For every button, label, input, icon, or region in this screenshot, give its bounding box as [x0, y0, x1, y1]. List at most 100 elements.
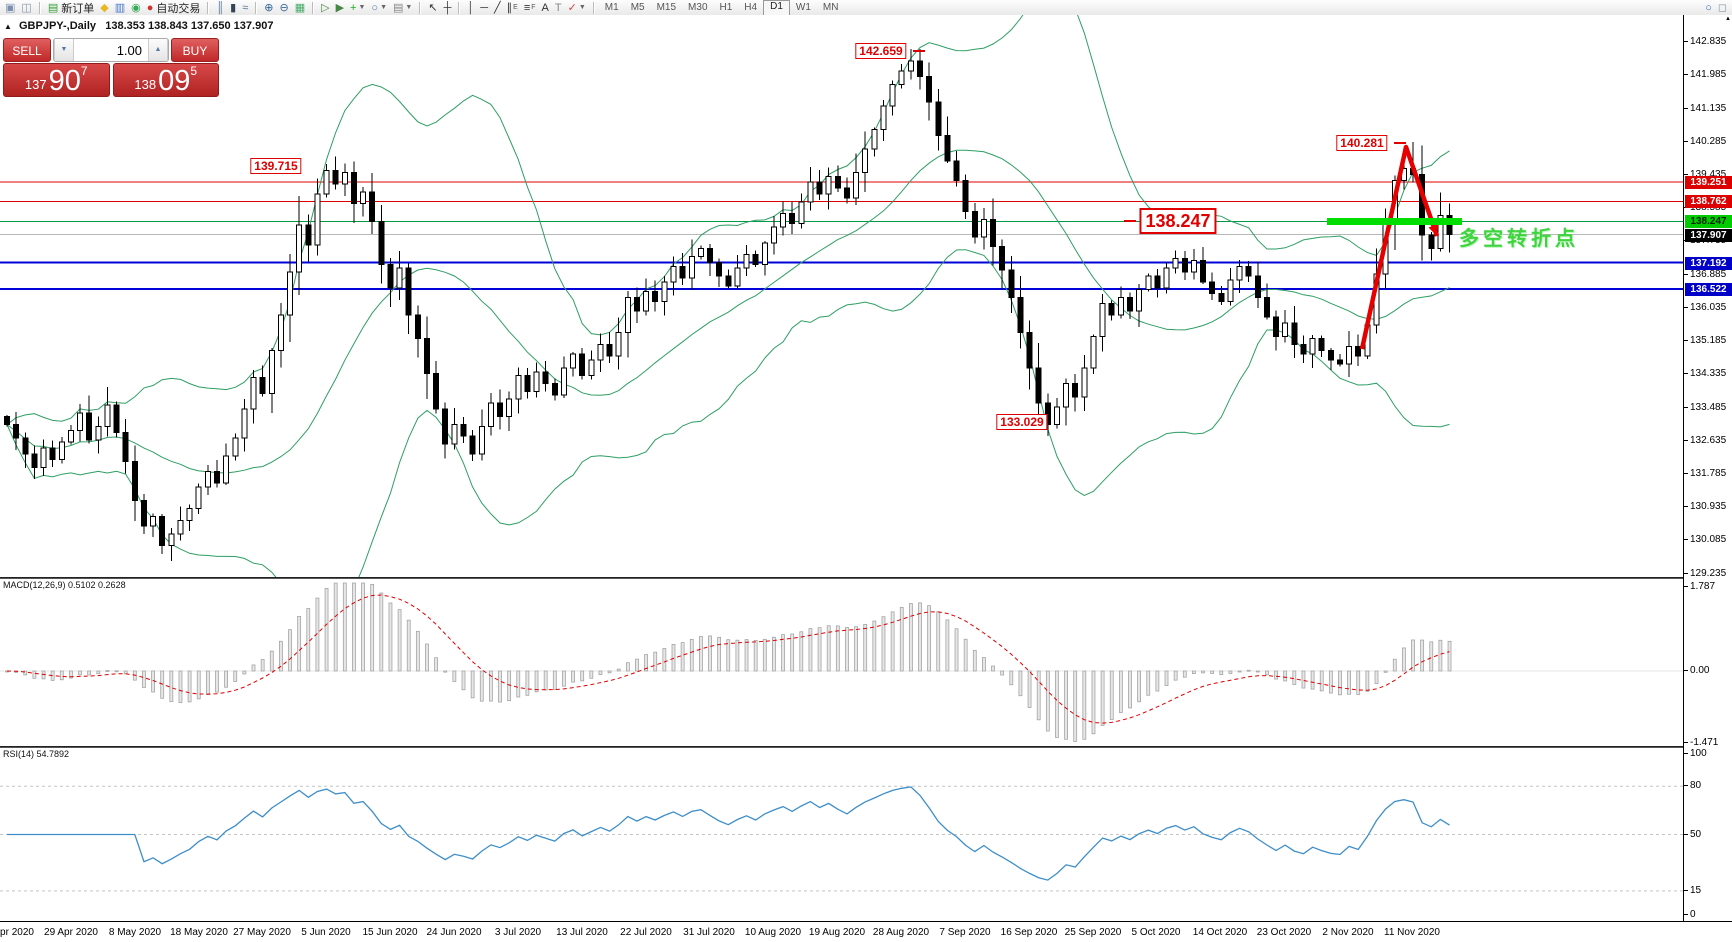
- main-chart[interactable]: [0, 15, 1683, 577]
- timeframe-w1[interactable]: W1: [795, 1, 811, 13]
- auto-scroll-button[interactable]: ▶: [333, 1, 347, 15]
- bar-chart-button[interactable]: ║: [213, 1, 227, 15]
- preview-button[interactable]: ◫: [18, 1, 34, 15]
- signals-button[interactable]: ◉: [128, 1, 144, 15]
- rsi-tick: 15: [1683, 885, 1702, 896]
- highlight-level-bar[interactable]: [1327, 218, 1462, 225]
- text-button[interactable]: A: [539, 1, 552, 15]
- tile-windows-button[interactable]: ▦: [292, 1, 308, 15]
- chevron-down-icon[interactable]: ▼: [405, 4, 413, 11]
- price-level-label: 139.251: [1685, 176, 1732, 189]
- macd-tick: 0.00: [1683, 665, 1710, 676]
- date-label: 5 Oct 2020: [1131, 927, 1181, 938]
- vertical-line-button[interactable]: │: [464, 1, 477, 15]
- templates-icon: ▤: [393, 1, 404, 14]
- search-icon: ○: [1705, 1, 1712, 14]
- price-tick: 134.335: [1683, 368, 1727, 379]
- channel-button[interactable]: ∥ E: [504, 1, 521, 15]
- price-callout[interactable]: 140.281: [1336, 135, 1388, 151]
- sell-price-main: 90: [48, 65, 81, 97]
- volume-down-button[interactable]: ▼: [54, 39, 74, 61]
- zoom-in-button[interactable]: ⊕: [261, 1, 276, 15]
- periods-icon: ○: [371, 1, 379, 14]
- fibonacci-button[interactable]: ≡ F: [521, 1, 539, 15]
- date-label: 3 Jul 2020: [494, 927, 542, 938]
- timeframe-m30[interactable]: M30: [688, 1, 708, 13]
- macd-svg[interactable]: [0, 579, 1683, 746]
- search-button[interactable]: ○: [1702, 1, 1715, 15]
- timeframe-d1[interactable]: D1: [763, 0, 790, 16]
- horizontal-line-button[interactable]: ─: [477, 1, 491, 15]
- toolbar-separator: [255, 1, 258, 14]
- price-callout[interactable]: 138.247: [1139, 208, 1217, 234]
- symbol-header: ▲ GBPJPY-,Daily 138.353 138.843 137.650 …: [4, 20, 273, 32]
- date-axis[interactable]: 20 Apr 2020 29 Apr 2020 8 May 2020 18 May 2…: [0, 921, 1732, 942]
- price-level-label: 137.907: [1685, 229, 1732, 242]
- arrows-button[interactable]: ✓ ▼: [565, 1, 589, 15]
- price-level-label: 138.247: [1685, 215, 1732, 228]
- date-label: 14 Oct 2020: [1192, 927, 1248, 938]
- date-label: 31 Jul 2020: [683, 927, 735, 938]
- date-label: 20 Apr 2020: [0, 927, 34, 938]
- line-chart-button[interactable]: ≈: [239, 1, 251, 15]
- panel-separator[interactable]: [0, 577, 1732, 579]
- price-callout[interactable]: 139.715: [250, 158, 302, 174]
- price-axis[interactable]: ▲ 142.835 141.985 141.135 140.285 139.435 138…: [1683, 15, 1732, 921]
- sell-button[interactable]: SELL: [3, 38, 51, 62]
- window-marker-icon: ▲: [4, 22, 12, 31]
- rsi-panel[interactable]: RSI(14) 54.7892: [0, 748, 1683, 921]
- chart-note-text[interactable]: 多空转折点: [1459, 228, 1579, 250]
- zoom-out-button[interactable]: ⊖: [276, 1, 291, 15]
- sell-price-button[interactable]: 137 90 7: [3, 63, 110, 97]
- templates-button[interactable]: ▤ ▼: [390, 1, 415, 15]
- date-label: 28 Aug 2020: [872, 927, 930, 938]
- price-chart-svg[interactable]: [0, 15, 1683, 577]
- price-level-label: 137.192: [1685, 257, 1732, 270]
- cursor-button[interactable]: ↖: [425, 1, 440, 15]
- date-label: 24 Jun 2020: [426, 927, 482, 938]
- axis-scroll-up-icon[interactable]: ▲: [1725, 16, 1731, 22]
- timeframe-h4[interactable]: H4: [744, 1, 758, 13]
- indicators-button[interactable]: + ▼: [347, 1, 368, 15]
- rsi-svg[interactable]: [0, 748, 1683, 921]
- terminal-button[interactable]: ▥: [112, 1, 128, 15]
- timeframe-mn[interactable]: MN: [822, 1, 839, 13]
- vertical-line-icon: │: [467, 1, 475, 14]
- metaeditor-button[interactable]: ◆: [97, 1, 111, 15]
- volume-up-button[interactable]: ▲: [148, 39, 168, 61]
- text-label-button[interactable]: T: [552, 1, 565, 15]
- price-callout[interactable]: 133.029: [996, 414, 1048, 430]
- timeframe-h1[interactable]: H1: [719, 1, 733, 13]
- chart-shift-button[interactable]: ▷: [318, 1, 332, 15]
- trendline-button[interactable]: ╱: [491, 1, 504, 15]
- chat-button[interactable]: ◻: [1715, 1, 1730, 15]
- chart-shift-icon: ▷: [321, 1, 330, 14]
- rsi-tick: 0: [1684, 909, 1696, 920]
- timeframe-m5[interactable]: M5: [630, 1, 645, 13]
- volume-input[interactable]: [74, 39, 148, 61]
- price-tick: 129.235: [1683, 568, 1727, 579]
- price-tick: 130.085: [1683, 534, 1727, 545]
- chevron-down-icon[interactable]: ▼: [380, 4, 388, 11]
- chevron-down-icon[interactable]: ▼: [578, 4, 586, 11]
- new-order-button[interactable]: ▤ 新订单: [45, 1, 97, 15]
- window-button[interactable]: ▣: [2, 1, 18, 15]
- panel-separator[interactable]: [0, 746, 1732, 748]
- date-label: 19 Aug 2020: [808, 927, 866, 938]
- macd-panel[interactable]: MACD(12,26,9) 0.5102 0.2628: [0, 579, 1683, 746]
- buy-button[interactable]: BUY: [171, 38, 219, 62]
- autotrading-button[interactable]: ● 自动交易: [144, 1, 204, 15]
- chevron-down-icon[interactable]: ▼: [358, 4, 366, 11]
- price-callout[interactable]: 142.659: [855, 43, 907, 59]
- macd-signal-line: [6, 594, 1450, 724]
- periods-button[interactable]: ○ ▼: [368, 1, 390, 15]
- one-click-trading-widget: SELL ▼ ▲ BUY 137 90 7 138 09 5: [3, 38, 219, 97]
- macd-label: MACD(12,26,9) 0.5102 0.2628: [3, 580, 126, 590]
- crosshair-button[interactable]: ┼: [441, 1, 455, 15]
- buy-price-button[interactable]: 138 09 5: [112, 63, 219, 97]
- timeframe-m15[interactable]: M15: [656, 1, 677, 13]
- candlestick-button[interactable]: ▮: [227, 1, 239, 15]
- volume-stepper: ▼ ▲: [53, 38, 169, 62]
- timeframe-m1[interactable]: M1: [604, 1, 619, 13]
- bar-chart-icon: ║: [216, 1, 225, 14]
